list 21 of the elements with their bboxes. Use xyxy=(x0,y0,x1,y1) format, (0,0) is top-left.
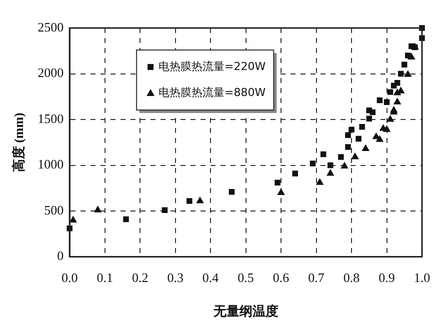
y-tick-label: 2500 xyxy=(38,19,64,34)
y-axis-title: 高度 (mm) xyxy=(11,112,26,172)
y-tick-label: 500 xyxy=(44,202,64,218)
y-tick-label: 1500 xyxy=(38,110,64,126)
x-tick-label: 0.2 xyxy=(132,270,148,286)
x-tick-label: 0.1 xyxy=(96,270,113,286)
x-tick-label: 0.5 xyxy=(238,270,254,286)
x-tick-label: 0.9 xyxy=(378,270,395,286)
legend-label: 电热膜热流量=220W xyxy=(158,60,266,73)
legend-label: 电热膜热流量=880W xyxy=(158,86,266,99)
y-tick-label: 0 xyxy=(57,248,64,264)
x-tick-label: 0.6 xyxy=(272,270,290,286)
y-tick-label: 1000 xyxy=(38,156,64,172)
x-tick-label: 0.0 xyxy=(61,270,78,286)
x-tick-label: 0.7 xyxy=(308,270,325,286)
y-tick-label: 2000 xyxy=(38,65,64,80)
x-tick-label: 0.8 xyxy=(343,270,360,286)
x-axis-title: 无量纲温度 xyxy=(212,304,278,319)
x-tick-label: 0.4 xyxy=(202,270,220,286)
x-tick-label: 0.3 xyxy=(167,270,184,286)
x-tick-label: 1.0 xyxy=(414,270,430,286)
